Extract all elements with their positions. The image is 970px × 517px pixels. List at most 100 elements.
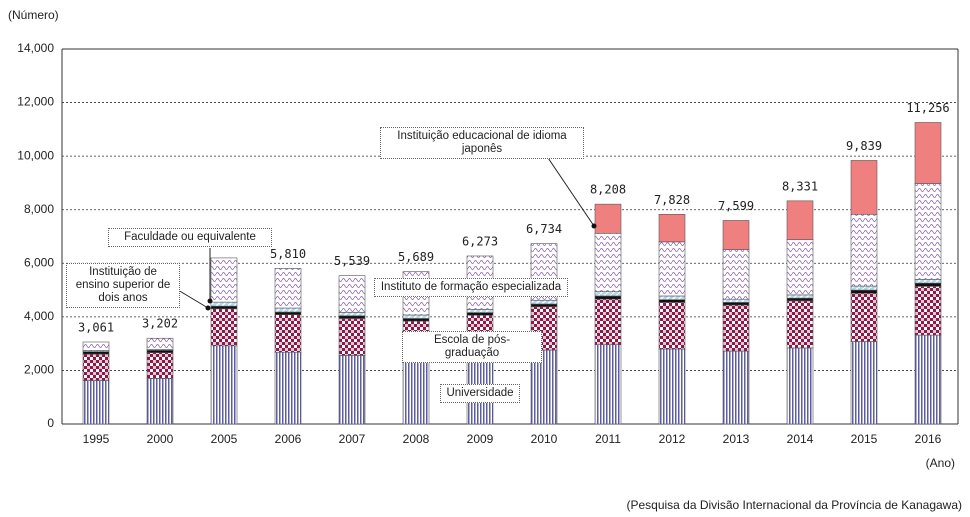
x-tick-label: 2012 — [659, 432, 686, 446]
bar-segment — [850, 292, 878, 342]
bar-segment — [722, 350, 750, 425]
bar-segment — [594, 291, 622, 297]
bar-segment — [658, 214, 686, 243]
bar-segment — [722, 249, 750, 300]
leader-line — [177, 289, 209, 309]
source: (Pesquisa da Divisão Internacional da Pr… — [626, 498, 962, 512]
bar-segment — [658, 302, 686, 350]
y-axis-label: (Número) — [8, 8, 59, 22]
total-label: 11,256 — [906, 101, 949, 115]
x-tick-label: 2006 — [275, 432, 302, 446]
bar-segment — [594, 203, 622, 234]
bar-segment — [786, 300, 814, 349]
bar-segment — [914, 279, 942, 284]
leader-dot — [207, 298, 213, 304]
bar-segment — [274, 314, 302, 353]
bar-segment — [658, 295, 686, 301]
total-label: 8,208 — [590, 183, 626, 197]
x-tick-label: 2011 — [595, 432, 621, 446]
bar-segment — [914, 334, 942, 425]
bar-segment — [274, 307, 302, 313]
bar-segment — [594, 232, 622, 292]
bar-segment — [658, 348, 686, 425]
bar-segment — [466, 309, 494, 313]
bar-segment — [850, 160, 878, 215]
bar-segment — [338, 318, 366, 356]
bar-segment — [210, 305, 238, 310]
bar-segment — [338, 275, 366, 313]
total-label: 3,061 — [78, 321, 114, 335]
bar-segment — [82, 353, 110, 381]
x-tick-label: 1995 — [83, 432, 110, 446]
y-tick-label: 12,000 — [17, 95, 54, 109]
leader-dot — [591, 223, 597, 229]
bar-segment — [914, 286, 942, 336]
bar-segment — [402, 314, 430, 319]
y-tick-label: 8,000 — [24, 202, 54, 216]
bar-segment — [82, 380, 110, 425]
series-callout: Universidade — [440, 384, 520, 403]
bar-segment — [274, 351, 302, 425]
bar-segment — [146, 337, 174, 350]
x-axis-label: (Ano) — [926, 456, 955, 470]
y-tick-label: 6,000 — [24, 255, 54, 269]
bar-segment — [210, 301, 238, 307]
bar-segment — [594, 344, 622, 425]
bar-segment — [722, 302, 750, 306]
bar-segment — [658, 299, 686, 303]
bar-segment — [850, 289, 878, 294]
y-tick-label: 10,000 — [17, 148, 54, 162]
bar-segment — [82, 341, 110, 351]
bar-segment — [850, 285, 878, 291]
y-tick-label: 0 — [47, 416, 54, 430]
total-label: 3,202 — [142, 317, 178, 331]
bar-segment — [594, 295, 622, 300]
bar-segment — [786, 239, 814, 296]
x-tick-label: 2007 — [339, 432, 366, 446]
bar-segment — [722, 304, 750, 352]
leader-dot — [205, 305, 211, 311]
bar-segment — [338, 315, 366, 319]
total-label: 5,810 — [270, 247, 306, 261]
bar-segment — [786, 347, 814, 425]
bar-segment — [914, 282, 942, 287]
bar-segment — [786, 294, 814, 299]
series-callout: Instituição de ensino superior de dois a… — [66, 263, 180, 308]
x-tick-label: 2009 — [467, 432, 494, 446]
bar-segment — [850, 341, 878, 425]
total-label: 5,689 — [398, 250, 434, 264]
bar-segment — [402, 357, 430, 425]
bar-segment — [530, 299, 558, 305]
bar-segment — [722, 220, 750, 250]
x-tick-label: 2010 — [531, 432, 558, 446]
bar-segment — [338, 312, 366, 317]
x-tick-label: 2014 — [787, 432, 814, 446]
bar-segment — [146, 350, 174, 354]
bar-segment — [82, 351, 110, 355]
bar-segment — [274, 268, 302, 309]
total-label: 9,839 — [846, 139, 882, 153]
bar-segment — [146, 352, 174, 379]
bar-segment — [146, 378, 174, 425]
bar-segment — [210, 308, 238, 347]
x-tick-label: 2016 — [915, 432, 942, 446]
x-tick-label: 2008 — [403, 432, 430, 446]
leader-line — [539, 145, 595, 227]
y-tick-label: 2,000 — [24, 363, 54, 377]
bar-segment — [274, 311, 302, 316]
series-callout: Instituto de formação especializada — [374, 278, 568, 297]
series-callout: Instituição educacional de idioma japonê… — [380, 127, 584, 159]
bar-segment — [786, 297, 814, 302]
total-label: 7,828 — [654, 193, 690, 207]
y-tick-label: 4,000 — [24, 309, 54, 323]
x-tick-label: 2000 — [147, 432, 174, 446]
x-tick-label: 2005 — [211, 432, 238, 446]
series-callout: Faculdade ou equivalente — [108, 228, 272, 247]
total-label: 7,599 — [718, 199, 754, 213]
x-tick-label: 2015 — [851, 432, 878, 446]
total-label: 5,539 — [334, 254, 370, 268]
total-label: 6,734 — [526, 222, 562, 236]
bar-segment — [594, 298, 622, 346]
